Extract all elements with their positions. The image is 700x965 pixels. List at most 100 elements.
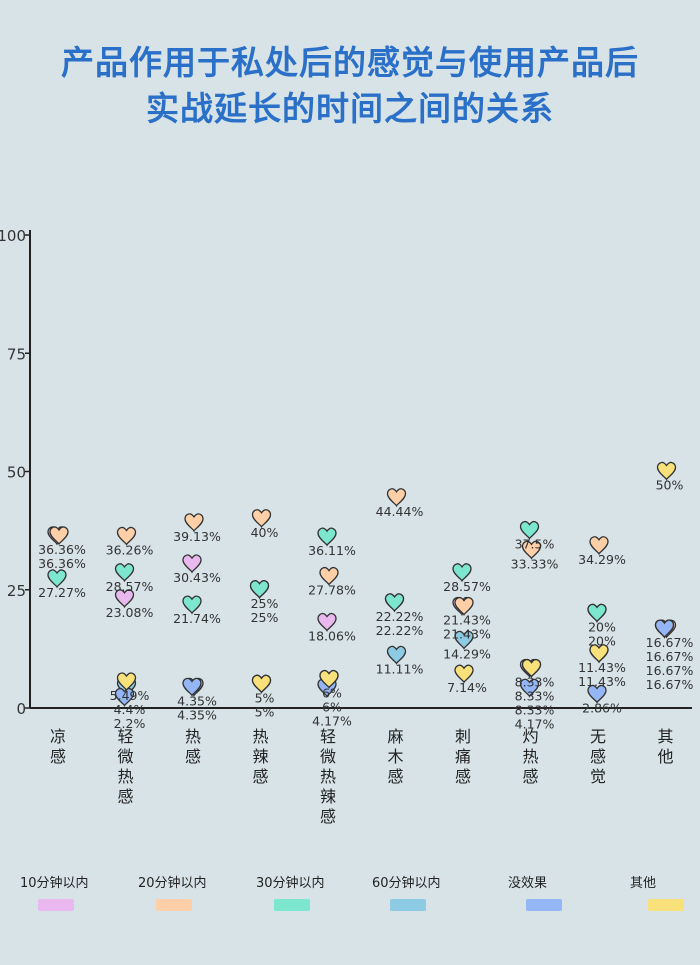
y-tick-label: 50 xyxy=(7,464,26,482)
data-point xyxy=(386,645,407,665)
data-point xyxy=(47,569,67,589)
data-label: 50% xyxy=(656,478,684,493)
x-tick-label: 木 xyxy=(387,747,403,766)
data-label: 33.33% xyxy=(511,556,559,571)
data-label: 22.22% xyxy=(376,609,424,624)
data-point xyxy=(454,664,474,684)
x-tick-label: 感 xyxy=(320,807,336,826)
data-label: 28.57% xyxy=(443,579,491,594)
y-tick-label: 25 xyxy=(7,582,26,600)
data-point xyxy=(521,540,542,560)
x-tick-label: 灼 xyxy=(522,727,538,746)
data-point xyxy=(454,630,474,650)
data-point xyxy=(317,612,337,633)
x-tick-label: 热 xyxy=(320,767,336,786)
x-tick-label: 其 xyxy=(657,727,673,746)
data-label: 30.43% xyxy=(173,570,221,585)
data-label: 6% xyxy=(322,700,342,715)
data-label: 5.49% xyxy=(110,688,150,703)
data-point xyxy=(251,509,272,529)
x-tick-label: 轻 xyxy=(320,727,336,746)
x-tick-label: 感 xyxy=(117,787,133,806)
legend-item: 10分钟以内 xyxy=(20,872,130,911)
x-tick-label: 感 xyxy=(522,767,538,786)
x-tick-label: 轻 xyxy=(117,727,133,746)
data-label: 21.74% xyxy=(173,611,221,626)
legend-label: 30分钟以内 xyxy=(256,876,325,891)
x-tick-label: 热 xyxy=(185,727,201,746)
data-point xyxy=(589,644,609,664)
data-label: 23.08% xyxy=(106,605,154,620)
data-point xyxy=(182,554,202,574)
data-label: 36.36% xyxy=(38,542,86,557)
data-point xyxy=(182,677,202,697)
x-tick-label: 感 xyxy=(590,747,606,766)
x-tick-label: 他 xyxy=(657,747,673,766)
data-label: 37.5% xyxy=(515,537,555,552)
legend-swatch xyxy=(390,899,426,911)
data-label: 36.26% xyxy=(106,542,154,557)
data-point xyxy=(114,687,135,708)
legend-item: 20分钟以内 xyxy=(138,872,248,911)
data-label: 4.17% xyxy=(312,714,352,729)
legend-item: 60分钟以内 xyxy=(372,872,482,911)
legend-label: 20分钟以内 xyxy=(138,876,207,891)
data-point xyxy=(589,536,609,556)
legend-label: 60分钟以内 xyxy=(372,876,441,891)
x-tick-label: 热 xyxy=(522,747,538,766)
data-point xyxy=(587,684,607,704)
data-label: 21.43% xyxy=(443,613,491,628)
data-point xyxy=(587,603,607,623)
data-label: 4.17% xyxy=(515,717,555,732)
data-label: 8.33% xyxy=(515,675,555,690)
data-point xyxy=(116,526,137,546)
y-tick-label: 100 xyxy=(0,227,26,245)
chart-title: 产品作用于私处后的感觉与使用产品后 实战延长的时间之间的关系 xyxy=(0,40,700,132)
data-label: 36.36% xyxy=(38,556,86,571)
x-tick-label: 无 xyxy=(590,727,606,746)
data-label: 22.22% xyxy=(376,623,424,638)
data-point xyxy=(251,674,272,694)
x-tick-label: 热 xyxy=(252,727,268,746)
x-tick-label: 感 xyxy=(185,747,201,766)
legend-label: 没效果 xyxy=(508,876,548,891)
data-point xyxy=(454,596,474,617)
x-tick-label: 感 xyxy=(387,767,403,786)
legend-item: 没效果 xyxy=(508,872,618,911)
data-point xyxy=(319,566,339,587)
x-tick-label: 辣 xyxy=(320,787,336,806)
data-label: 16.67% xyxy=(646,677,694,692)
legend-swatch xyxy=(648,899,684,911)
data-label: 20% xyxy=(588,633,616,648)
data-point xyxy=(317,527,337,547)
data-label: 14.29% xyxy=(443,646,491,661)
legend-label: 其他 xyxy=(630,876,657,891)
legend-swatch xyxy=(274,899,310,911)
x-tick-label: 微 xyxy=(117,747,133,766)
data-point xyxy=(116,672,137,692)
data-point xyxy=(386,488,407,508)
data-label: 34.29% xyxy=(578,552,626,567)
data-label: 36.11% xyxy=(308,543,356,558)
data-point xyxy=(519,520,540,541)
data-point xyxy=(519,678,540,698)
data-point xyxy=(114,563,135,583)
data-label: 25% xyxy=(251,596,279,611)
data-label: 28.57% xyxy=(106,579,154,594)
legend-swatch xyxy=(156,899,192,911)
chart-title-line-2: 实战延长的时间之间的关系 xyxy=(146,89,554,128)
data-label: 21.43% xyxy=(443,627,491,642)
data-label: 39.13% xyxy=(173,529,221,544)
data-label: 11.11% xyxy=(376,661,424,676)
x-tick-label: 凉 xyxy=(50,727,66,746)
data-label: 20% xyxy=(588,619,616,634)
x-tick-label: 觉 xyxy=(590,767,606,786)
data-label: 5% xyxy=(255,690,275,705)
data-label: 2.2% xyxy=(114,716,146,731)
data-label: 27.78% xyxy=(308,583,356,598)
chart-title-line-1: 产品作用于私处后的感觉与使用产品后 xyxy=(61,43,639,82)
legend-item: 其他 xyxy=(630,872,700,911)
data-label: 16.67% xyxy=(646,635,694,650)
y-tick-label: 75 xyxy=(7,345,26,363)
